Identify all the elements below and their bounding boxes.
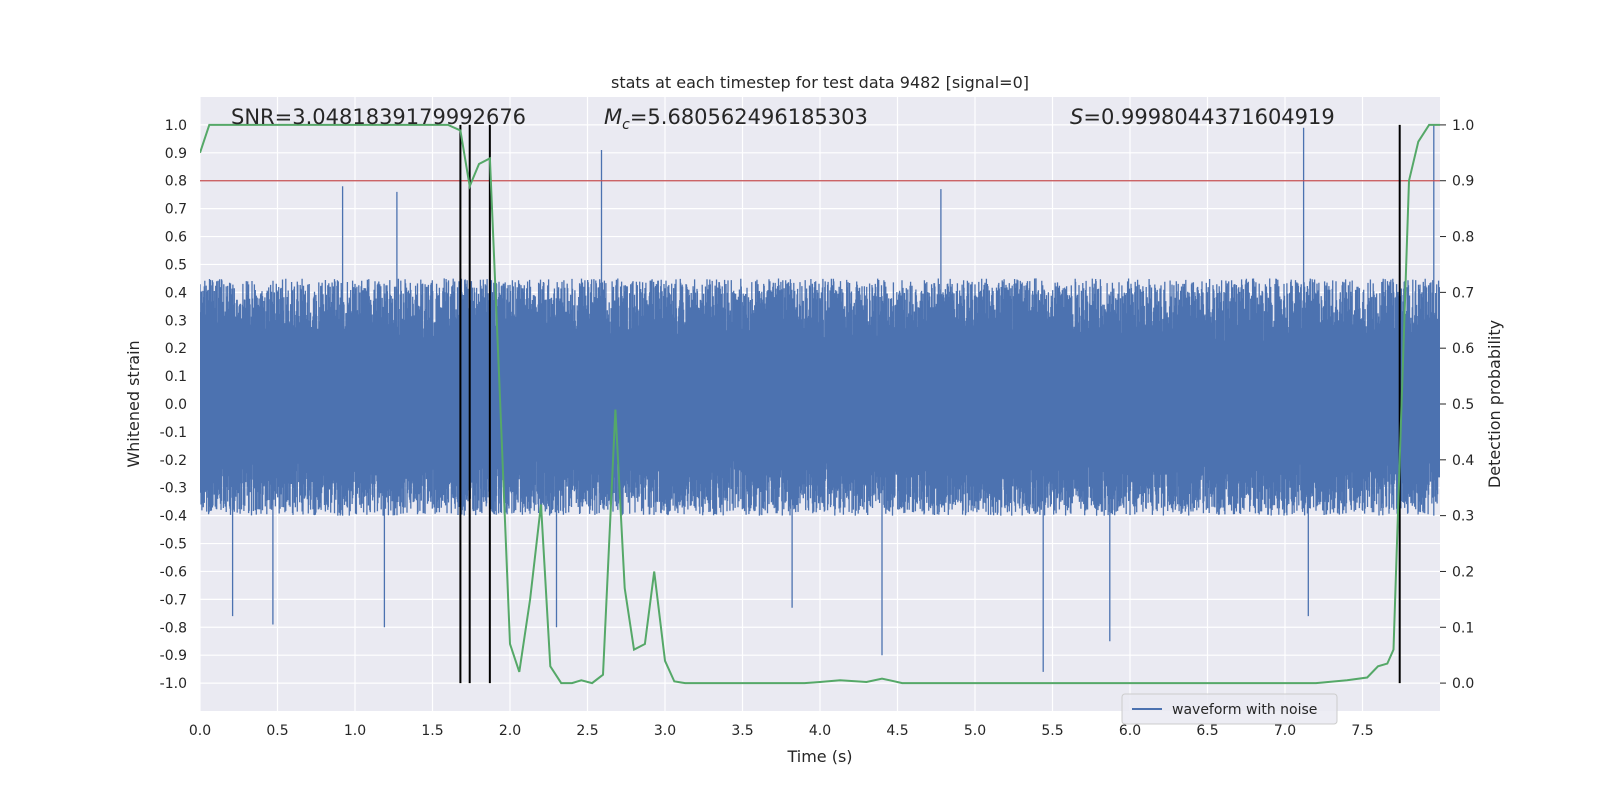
score-annotation: S=0.9998044371604919 — [1070, 105, 1335, 129]
x-tick-label: 5.0 — [964, 723, 986, 739]
x-tick-label: 0.5 — [266, 723, 288, 739]
chirp-mass-subscript: c — [622, 117, 630, 133]
y-left-tick-label: -0.5 — [160, 537, 187, 553]
chirp-mass-symbol: M — [604, 105, 622, 129]
y-right-tick-label: 0.5 — [1452, 397, 1474, 413]
y-left-tick-label: -0.2 — [160, 453, 187, 469]
x-tick-label: 2.5 — [576, 723, 598, 739]
x-axis-ticks: 0.0 0.5 1.0 1.5 2.0 2.5 3.0 3.5 4.0 4.5 5.0 5.5 6.0 6… — [189, 723, 1374, 739]
y-right-tick-label: 0.3 — [1452, 509, 1474, 525]
y-left-tick-label: -0.6 — [160, 564, 187, 580]
y-right-tick-label: 0.8 — [1452, 230, 1474, 246]
y-right-tick-label: 0.1 — [1452, 620, 1474, 636]
x-tick-label: 5.5 — [1041, 723, 1063, 739]
y-right-tick-label: 0.6 — [1452, 341, 1474, 357]
legend: waveform with noise — [1121, 693, 1338, 725]
y-left-tick-label: 0.0 — [165, 397, 187, 413]
y-left-tick-label: -0.9 — [160, 648, 187, 664]
x-tick-label: 1.0 — [344, 723, 366, 739]
y-right-tick-label: 0.9 — [1452, 174, 1474, 190]
x-axis-label: Time (s) — [786, 747, 852, 766]
x-tick-label: 7.5 — [1351, 723, 1373, 739]
x-tick-label: 0.0 — [189, 723, 211, 739]
score-value: =0.9998044371604919 — [1083, 105, 1334, 129]
y-left-tick-label: 0.7 — [165, 202, 187, 218]
x-tick-label: 4.5 — [886, 723, 908, 739]
y-left-tick-label: -0.8 — [160, 620, 187, 636]
y-right-tick-label: 0.7 — [1452, 285, 1474, 301]
y-axis-left-ticks: 1.0 0.9 0.8 0.7 0.6 0.5 0.4 0.3 0.2 0.1 0.0 -0.1 -0.… — [160, 118, 187, 692]
x-tick-label: 4.0 — [809, 723, 831, 739]
y-left-tick-label: 0.3 — [165, 313, 187, 329]
y-left-tick-label: -0.3 — [160, 481, 187, 497]
y-axis-left-label: Whitened strain — [124, 340, 143, 467]
y-left-tick-label: -0.1 — [160, 425, 187, 441]
chirp-mass-value: =5.680562496185303 — [630, 105, 868, 129]
y-left-tick-label: 0.8 — [165, 174, 187, 190]
x-tick-label: 6.5 — [1196, 723, 1218, 739]
y-left-tick-label: 0.9 — [165, 146, 187, 162]
y-left-tick-label: 0.6 — [165, 230, 187, 246]
y-left-tick-label: -0.4 — [160, 509, 187, 525]
legend-box — [1121, 693, 1338, 725]
detection-markers — [459, 124, 1401, 684]
y-right-tick-label: 0.2 — [1452, 564, 1474, 580]
y-left-tick-label: 0.2 — [165, 341, 187, 357]
x-tick-label: 2.0 — [499, 723, 521, 739]
legend-label: waveform with noise — [1172, 702, 1317, 718]
y-left-tick-label: 0.4 — [165, 285, 187, 301]
chirp-mass-annotation: Mc=5.680562496185303 — [604, 105, 868, 133]
y-axis-right-label: Detection probability — [1485, 320, 1504, 488]
y-right-tick-label: 0.0 — [1452, 676, 1474, 692]
series-detection-probability — [200, 123, 1440, 685]
y-left-tick-label: -1.0 — [160, 676, 187, 692]
x-tick-label: 6.0 — [1119, 723, 1141, 739]
y-right-tick-label: 1.0 — [1452, 118, 1474, 134]
y-axis-right-ticks: 1.0 0.9 0.8 0.7 0.6 0.5 0.4 0.3 0.2 0.1 0.0 — [1440, 118, 1474, 692]
x-tick-label: 3.5 — [731, 723, 753, 739]
y-left-tick-label: 0.5 — [165, 257, 187, 273]
score-symbol: S — [1070, 105, 1083, 129]
x-tick-label: 3.0 — [654, 723, 676, 739]
chart-title: stats at each timestep for test data 948… — [611, 73, 1029, 92]
y-left-tick-label: 1.0 — [165, 118, 187, 134]
snr-annotation: SNR=3.0481839179992676 — [231, 105, 526, 129]
y-left-tick-label: -0.7 — [160, 592, 187, 608]
y-left-tick-label: 0.1 — [165, 369, 187, 385]
x-tick-label: 7.0 — [1274, 723, 1296, 739]
x-tick-label: 1.5 — [421, 723, 443, 739]
y-right-tick-label: 0.4 — [1452, 453, 1474, 469]
